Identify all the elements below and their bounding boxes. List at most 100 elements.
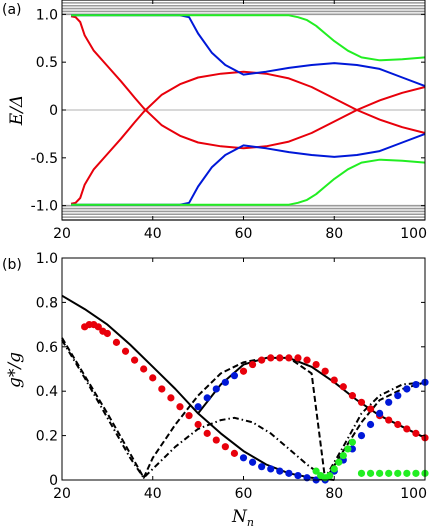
panel-b-xlabel: Nn [231, 507, 254, 527]
ytick-label: 1.0 [36, 251, 58, 267]
panel-b-yticks: 0 0.2 0.4 0.6 0.8 1.0 [36, 251, 425, 489]
series-line-blue [71, 14, 426, 88]
panel-b-label: (b) [2, 257, 22, 273]
ytick-label: 1.0 [36, 7, 58, 23]
data-point-red [339, 383, 347, 391]
xtick-label: 20 [53, 226, 71, 242]
ytick-label: 0.4 [36, 384, 58, 400]
data-point-red [312, 360, 320, 369]
data-point-blue [357, 432, 366, 440]
data-point-red [276, 354, 284, 362]
data-point-red [121, 347, 130, 355]
data-point-red [94, 323, 102, 331]
data-point-red [112, 338, 121, 346]
data-point-red [303, 356, 311, 364]
data-point-red [412, 429, 420, 437]
data-point-blue [248, 458, 257, 466]
series-line-red [70, 15, 426, 150]
data-point-red [203, 429, 211, 437]
xtick-label: 60 [235, 486, 253, 502]
data-point-blue [258, 463, 266, 471]
ytick-label: 0.8 [36, 295, 58, 311]
data-point-green [339, 451, 347, 460]
data-point-green [403, 469, 411, 477]
data-point-blue [294, 471, 302, 480]
data-point-blue [412, 380, 420, 389]
panel-b: (b) g*/g 0 0.2 0.4 0.6 0.8 1.0 20 40 60 80 100 Nn [2, 251, 429, 527]
data-point-red [357, 398, 366, 406]
series-line-red [70, 70, 426, 205]
series-line-green [71, 158, 426, 206]
panel-b-series [61, 294, 429, 484]
data-point-red [285, 354, 293, 362]
data-point-green [385, 469, 393, 477]
data-point-blue [285, 469, 293, 477]
data-point-blue [221, 378, 229, 386]
xlabel-subscript: n [247, 516, 254, 527]
data-point-red [248, 360, 257, 369]
data-point-red [103, 329, 111, 338]
ytick-label: 0 [49, 473, 58, 489]
panel-b-ylabel: g*/g [5, 352, 25, 388]
data-point-blue [366, 420, 375, 429]
data-point-red [366, 405, 375, 413]
series-line-dashdot [61, 339, 426, 479]
data-point-blue [203, 394, 211, 402]
series-line-blue [71, 132, 426, 206]
data-point-red [321, 367, 329, 375]
data-point-blue [230, 372, 239, 380]
data-point-red [230, 449, 239, 457]
series-line-solid [197, 356, 426, 439]
xtick-label: 80 [325, 486, 343, 502]
xtick-label: 100 [400, 226, 427, 242]
panel-a-yticks: 1.0 0.5 0 -0.5 -1.0 [31, 7, 425, 215]
panel-a-ylabel: E/Δ [7, 95, 27, 126]
data-point-blue [212, 385, 220, 393]
ytick-label: 0.5 [36, 55, 58, 71]
panel-a: (a) E/Δ 1.0 0.5 0 -0.5 -1.0 20 40 60 80 100 [2, 0, 427, 242]
data-point-blue [403, 385, 411, 393]
data-point-red [140, 365, 148, 373]
xtick-label: 40 [144, 226, 162, 242]
data-point-red [194, 420, 202, 429]
data-point-red [131, 356, 139, 364]
data-point-red [185, 412, 193, 420]
data-point-green [394, 469, 402, 477]
data-point-green [357, 469, 366, 477]
series-line-dashed [61, 337, 426, 481]
ytick-label: -1.0 [31, 199, 58, 215]
xtick-label: 60 [235, 226, 253, 242]
data-point-red [167, 394, 175, 402]
data-point-blue [376, 409, 384, 417]
data-point-blue [194, 403, 202, 411]
data-point-green [312, 467, 320, 475]
data-point-green [376, 469, 384, 477]
data-point-red [258, 356, 266, 364]
data-point-red [176, 403, 184, 411]
data-point-green [335, 458, 343, 466]
panel-b-xticks: 20 40 60 80 100 [53, 258, 427, 502]
data-point-red [385, 416, 393, 424]
data-point-blue [267, 465, 275, 473]
xtick-label: 80 [325, 226, 343, 242]
series-line-green [71, 14, 426, 62]
data-point-blue [239, 454, 248, 462]
panel-a-xticks: 20 40 60 80 100 [53, 0, 427, 242]
panel-a-label: (a) [2, 2, 22, 18]
ytick-label: 0.6 [36, 340, 58, 356]
xtick-label: 20 [53, 486, 71, 502]
data-point-red [403, 425, 411, 433]
xtick-label: 40 [144, 486, 162, 502]
ytick-label: -0.5 [31, 151, 58, 167]
data-point-green [412, 469, 420, 477]
data-point-red [158, 385, 166, 393]
data-point-blue [276, 467, 284, 475]
xtick-label: 100 [400, 486, 427, 502]
data-point-red [149, 374, 157, 382]
panel-a-series [70, 14, 426, 206]
data-point-green [366, 469, 375, 477]
data-point-green [344, 445, 352, 453]
ytick-label: 0.2 [36, 429, 58, 445]
ytick-label: 0 [49, 103, 58, 119]
